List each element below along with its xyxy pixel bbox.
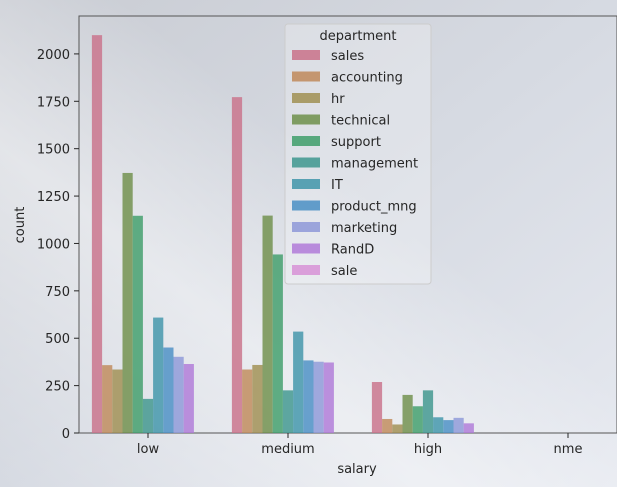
legend-box (284, 23, 432, 285)
legend-swatch-IT (292, 179, 320, 189)
bar-sales-medium (231, 97, 243, 433)
legend-label-IT: IT (331, 178, 343, 193)
bar-accounting-medium (242, 369, 253, 433)
legend-label-technical: technical (331, 114, 390, 129)
y-tick-label-1500: 1500 (37, 143, 70, 158)
legend-title: department (320, 29, 397, 44)
legend-swatch-management (292, 157, 320, 168)
legend-swatch-product_mng (292, 200, 320, 211)
y-tick-label-1250: 1250 (37, 190, 70, 205)
bar-technical-medium (262, 215, 273, 433)
bar-accounting-low (102, 365, 113, 433)
legend-items: sales accounting hr technical support managem… (292, 49, 418, 279)
legend-swatch-sale (292, 265, 320, 275)
bar-accounting-high (382, 418, 393, 433)
legend-swatch-sales (292, 50, 320, 60)
legend-swatch-support (292, 136, 320, 146)
legend-label-marketing: marketing (331, 221, 397, 236)
y-tick-label-2000: 2000 (37, 48, 70, 63)
legend-swatch-accounting (292, 71, 320, 82)
bar-support-high (412, 406, 423, 433)
bar-IT-medium (293, 331, 304, 433)
bar-hr-low (112, 369, 123, 433)
y-tick-label-1750: 1750 (37, 95, 70, 110)
bar-product_mng-low (163, 347, 174, 433)
bar-marketing-medium (313, 361, 324, 433)
bar-support-medium (272, 254, 283, 433)
legend-label-management: management (331, 157, 418, 172)
bar-sales-low (91, 35, 103, 433)
y-axis-label: count (13, 207, 28, 244)
bar-IT-high (433, 417, 444, 433)
legend-swatch-technical (292, 114, 320, 125)
bar-management-low (142, 398, 154, 433)
bar-hr-high (392, 424, 403, 433)
bar-IT-low (153, 317, 164, 433)
legend-swatch-marketing (292, 222, 320, 232)
legend-label-product_mng: product_mng (331, 200, 417, 215)
x-axis: low medium high nme (137, 433, 583, 457)
legend-label-sale: sale (331, 264, 357, 279)
x-tick-label-low: low (137, 442, 160, 457)
bar-management-medium (282, 390, 294, 433)
legend-label-hr: hr (331, 92, 345, 107)
bar-technical-low (122, 172, 133, 433)
bar-RandD-low (183, 364, 194, 433)
bar-RandD-high (463, 423, 474, 433)
y-axis: 0 250 500 750 1000 1250 1500 1750 2000 (37, 48, 79, 442)
bar-support-low (132, 215, 143, 433)
legend-label-RandD: RandD (331, 243, 374, 258)
legend-swatch-RandD (292, 243, 320, 254)
legend-swatch-hr (292, 93, 320, 103)
legend-label-accounting: accounting (331, 71, 403, 86)
bar-RandD-medium (323, 362, 334, 433)
legend-label-support: support (331, 135, 381, 150)
x-axis-label: salary (337, 462, 377, 477)
bar-management-high (422, 390, 434, 433)
x-tick-label-high: high (414, 442, 442, 457)
bar-technical-high (402, 394, 413, 433)
bar-marketing-low (173, 356, 184, 433)
bar-product_mng-medium (303, 360, 314, 433)
bar-product_mng-high (443, 420, 454, 433)
y-tick-label-0: 0 (62, 427, 70, 442)
bar-marketing-high (453, 417, 464, 433)
bars-group (91, 35, 474, 433)
y-tick-label-500: 500 (45, 332, 70, 347)
y-tick-label-750: 750 (45, 285, 70, 300)
legend-label-sales: sales (331, 49, 364, 64)
bar-hr-medium (252, 364, 263, 433)
plot-area-frame (78, 15, 617, 434)
bar-sales-high (371, 382, 383, 433)
y-tick-label-1000: 1000 (37, 237, 70, 252)
legend: department sales accounting hr technical sup… (284, 23, 432, 285)
x-tick-label-medium: medium (261, 442, 314, 457)
y-tick-label-250: 250 (45, 380, 70, 395)
x-tick-label-nme: nme (554, 442, 583, 457)
